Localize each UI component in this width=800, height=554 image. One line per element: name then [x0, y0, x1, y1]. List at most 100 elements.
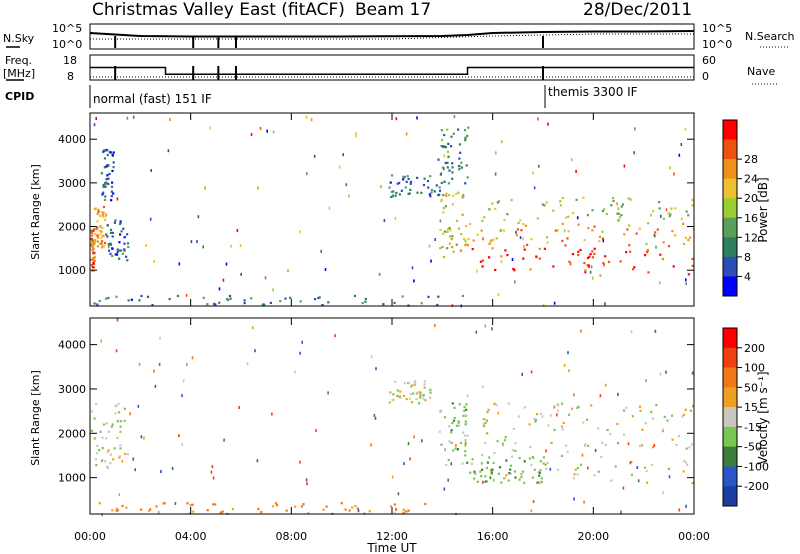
range-cell [462, 237, 465, 240]
range-cell [580, 329, 582, 333]
range-cell [466, 176, 469, 179]
beam-label: Beam 17 [355, 0, 431, 20]
range-cell [299, 351, 301, 355]
range-cell [450, 237, 453, 241]
velocity-panel: 1000 2000 3000 4000 00:00 04:00 08:00 12:00 16:… [29, 317, 710, 554]
range-cell [109, 462, 112, 465]
range-cell [598, 235, 602, 238]
range-cell [450, 462, 453, 466]
range-cell [684, 408, 687, 411]
range-cell [484, 441, 487, 445]
range-cell [568, 369, 570, 373]
range-cell [305, 478, 308, 482]
range-cell [623, 433, 626, 436]
range-cell [313, 154, 316, 158]
range-cell [96, 303, 99, 306]
range-cell [582, 421, 585, 424]
range-cell [491, 202, 494, 205]
power-panel: 1000 2000 3000 4000 Slant Range [km] [29, 112, 695, 308]
range-cell [299, 300, 302, 303]
range-cell [626, 228, 629, 231]
range-cell [486, 410, 489, 414]
range-cell [105, 178, 108, 181]
range-cell [370, 355, 373, 359]
range-cell [230, 244, 232, 248]
range-cell [111, 231, 114, 234]
range-cell [521, 372, 523, 376]
range-cell [440, 443, 443, 446]
range-cell [458, 165, 461, 168]
range-cell [520, 229, 523, 232]
range-cell [191, 356, 194, 360]
range-cell [299, 230, 301, 234]
range-cell [661, 258, 664, 261]
range-cell [567, 230, 570, 233]
range-cell [111, 235, 114, 238]
range-cell [91, 240, 94, 244]
range-cell [544, 463, 547, 466]
range-cell [110, 199, 113, 202]
nave-tick-low: 0 [702, 70, 709, 83]
range-cell [482, 418, 485, 421]
range-cell [98, 299, 101, 303]
range-cell [121, 459, 124, 463]
range-cell [225, 262, 228, 266]
range-cell [495, 237, 498, 240]
nsky-series [89, 30, 695, 38]
range-cell [442, 194, 445, 197]
freq-tick-low: 8 [67, 70, 74, 83]
range-cell [489, 241, 492, 244]
range-cell [90, 243, 93, 246]
range-cell [669, 166, 671, 170]
range-cell [617, 219, 620, 222]
range-cell [388, 401, 391, 404]
range-cell [119, 220, 122, 223]
range-cell [671, 230, 674, 233]
range-cell [572, 477, 575, 480]
range-cell [583, 500, 585, 504]
range-cell [391, 475, 394, 479]
range-cell [438, 193, 441, 196]
range-cell [105, 213, 108, 216]
range-cell [354, 134, 357, 138]
range-cell [421, 439, 423, 443]
range-cell [581, 453, 584, 457]
range-cell [435, 184, 438, 187]
range-cell [622, 409, 626, 412]
range-cell [464, 454, 467, 457]
range-cell [464, 420, 467, 423]
range-cell [465, 242, 468, 245]
range-cell [507, 479, 510, 482]
range-cell [639, 409, 642, 412]
range-cell [106, 153, 109, 157]
range-cell [653, 444, 656, 447]
range-cell [426, 180, 430, 183]
range-cell [94, 239, 97, 242]
range-cell [574, 468, 577, 471]
range-cell [496, 440, 499, 443]
range-cell [442, 232, 445, 235]
range-cell [493, 402, 496, 405]
range-cell [443, 133, 446, 137]
range-cell [501, 140, 503, 144]
range-cell [667, 245, 671, 248]
colorbar-swatch [723, 347, 737, 368]
range-cell [394, 511, 396, 515]
range-cell [306, 172, 308, 176]
colorbar-tick-label: 4 [744, 270, 751, 283]
range-cell [447, 155, 450, 158]
range-cell [450, 441, 453, 444]
range-cell [560, 425, 564, 428]
range-cell [104, 218, 107, 222]
range-cell [514, 449, 517, 452]
range-cell [457, 420, 460, 423]
range-cell [546, 461, 549, 464]
range-cell [484, 421, 487, 425]
range-cell [443, 167, 445, 171]
range-cell [646, 251, 649, 254]
range-cell [561, 428, 564, 431]
range-cell [392, 190, 395, 193]
range-cell [535, 418, 538, 422]
range-cell [663, 415, 666, 418]
range-cell [464, 182, 467, 185]
